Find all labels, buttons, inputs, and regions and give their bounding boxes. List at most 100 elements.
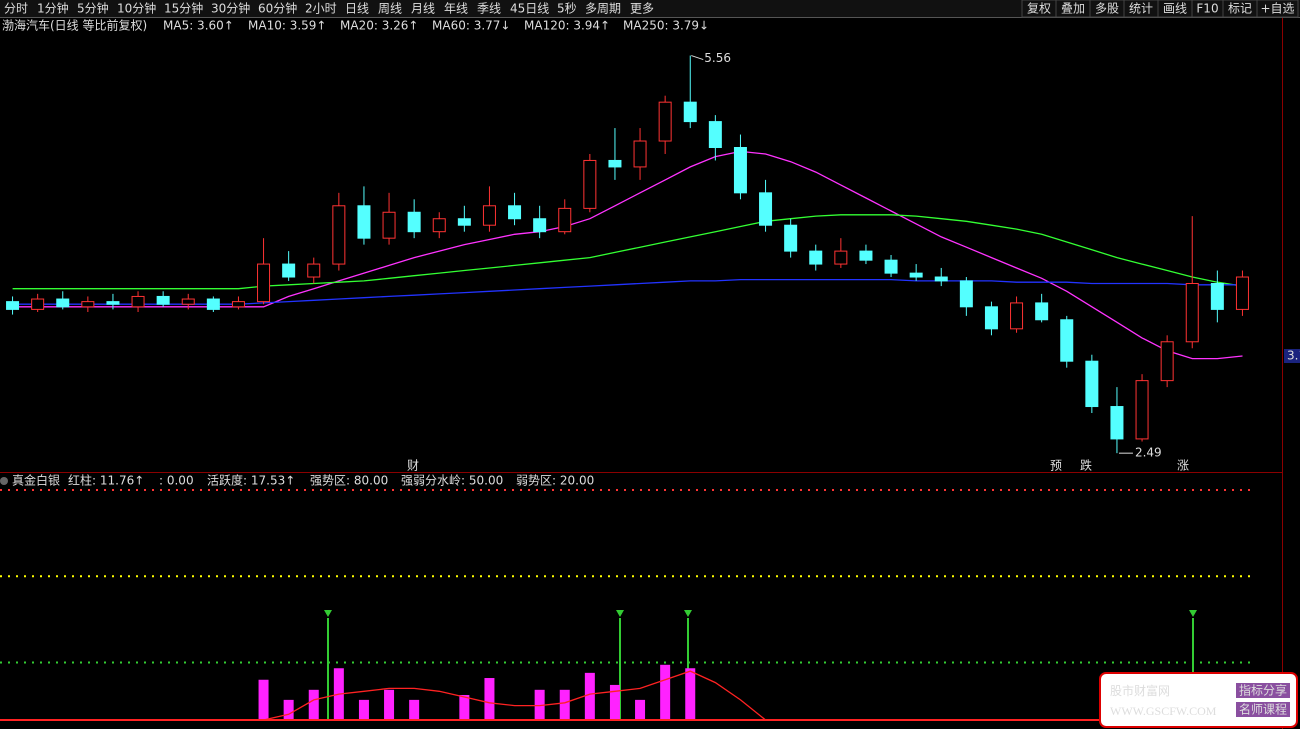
event-marker: 预 — [1050, 459, 1062, 473]
candle-body — [809, 250, 823, 265]
candle-body — [382, 211, 396, 239]
candle-body — [733, 147, 747, 194]
level-legend: 强势区: 80.00 — [310, 474, 388, 488]
period-tab[interactable]: 15分钟 — [164, 1, 203, 16]
logo-tag: 指标分享 — [1239, 683, 1287, 698]
indicator-legend: 红柱: 11.76↑ — [68, 473, 144, 488]
logo-tag-bg — [1236, 683, 1290, 698]
candle-body — [708, 121, 722, 148]
period-tab[interactable]: 60分钟 — [258, 1, 297, 16]
toolbar-button-label[interactable]: 标记 — [1228, 2, 1252, 16]
candle-body — [884, 259, 898, 274]
legend-entry: MA10: 3.59↑ — [248, 19, 326, 33]
legend-entry: MA5: 3.60↑ — [163, 19, 234, 33]
candle-body — [1185, 282, 1199, 343]
legend-entry: MA120: 3.94↑ — [524, 19, 610, 33]
candle-body — [1210, 282, 1224, 310]
indicator-bar — [584, 672, 595, 720]
indicator-bar — [384, 689, 395, 720]
indicator-bar — [635, 699, 646, 720]
candle-body — [533, 218, 547, 233]
candle-body — [1085, 360, 1099, 408]
indicator-icon — [0, 477, 8, 485]
candle-body — [909, 272, 923, 278]
candle-body — [156, 295, 170, 305]
indicator-legend: 活跃度: 17.53↑ — [207, 473, 295, 488]
toolbar-button[interactable] — [1021, 0, 1057, 18]
candle-body — [508, 205, 522, 220]
toolbar-button-label[interactable]: F10 — [1196, 2, 1218, 16]
candle-body — [1060, 319, 1074, 362]
period-tab[interactable]: 45日线 — [510, 2, 549, 16]
indicator-legend: : 0.00 — [159, 474, 194, 488]
candle-body — [282, 263, 296, 278]
period-tab[interactable]: 1分钟 — [37, 1, 69, 16]
period-tab[interactable]: 周线 — [378, 2, 402, 16]
candle-body — [307, 263, 321, 278]
indicator-bar — [609, 684, 620, 720]
indicator-bar — [685, 668, 696, 720]
candle-body — [231, 301, 245, 308]
candle-body — [56, 298, 70, 308]
indicator-bar — [308, 689, 319, 720]
period-tab[interactable]: 季线 — [477, 2, 501, 16]
low-label: 2.49 — [1135, 446, 1162, 460]
toolbar-button-label[interactable]: 统计 — [1129, 2, 1153, 16]
indicator-bar — [258, 679, 269, 720]
candle-body — [181, 298, 195, 305]
event-marker: 涨 — [1177, 458, 1189, 473]
candle-body — [31, 298, 45, 310]
period-tab[interactable]: 年线 — [444, 2, 468, 16]
candle-body — [206, 298, 220, 310]
candle-body — [608, 159, 622, 168]
candle-body — [934, 276, 948, 282]
candle-body — [1135, 380, 1149, 440]
candle-body — [1235, 276, 1249, 310]
period-tab[interactable]: 日线 — [345, 2, 369, 16]
logo-tag-bg — [1236, 702, 1290, 717]
legend-entry: MA250: 3.79↓ — [623, 19, 709, 33]
toolbar-button-label[interactable]: 多股 — [1095, 2, 1119, 16]
candle-body — [658, 101, 672, 142]
period-tab[interactable]: 5分钟 — [77, 1, 109, 16]
candle-body — [784, 224, 798, 252]
candle-body — [457, 218, 471, 226]
toolbar-button-label[interactable]: 画线 — [1163, 2, 1187, 16]
toolbar-button-label[interactable]: 叠加 — [1061, 2, 1085, 16]
candle-body — [6, 301, 20, 310]
event-marker: 财 — [407, 459, 419, 473]
candle-body — [482, 205, 496, 226]
period-tab[interactable]: 月线 — [411, 2, 435, 16]
price-tag-bg — [1284, 349, 1300, 363]
logo-box — [1099, 672, 1298, 728]
toolbar-button-label[interactable]: +自选 — [1260, 2, 1294, 16]
indicator-bar — [484, 678, 495, 720]
indicator-bar — [459, 694, 470, 720]
candle-body — [332, 205, 346, 265]
period-tab[interactable]: 多周期 — [585, 2, 621, 16]
level-legend: 强弱分水岭: 50.00 — [401, 474, 503, 488]
indicator-bar — [534, 689, 545, 720]
candle-body — [1010, 302, 1024, 330]
indicator-bar — [358, 699, 369, 720]
level-legend: 弱势区: 20.00 — [516, 474, 594, 488]
logo-tag: 名师课程 — [1239, 702, 1287, 717]
candle-body — [257, 263, 271, 303]
candle-body — [407, 211, 421, 233]
candle-body — [834, 250, 848, 265]
indicator-bar — [283, 699, 294, 720]
period-tab[interactable]: 30分钟 — [211, 1, 250, 16]
candle-body — [1035, 302, 1049, 321]
period-tab[interactable]: 分时 — [4, 2, 28, 16]
toolbar-button-label[interactable]: 复权 — [1027, 2, 1051, 16]
period-tab[interactable]: 5秒 — [557, 2, 577, 16]
period-tab[interactable]: 更多 — [630, 2, 654, 16]
period-tab[interactable]: 10分钟 — [117, 1, 156, 16]
logo: 股市财富网 WWW.GSCFW.COM 指标分享 名师课程 — [1099, 672, 1298, 728]
candle-body — [558, 207, 572, 233]
candle-body — [959, 280, 973, 308]
period-tab[interactable]: 2小时 — [305, 2, 337, 16]
indicator-bar — [660, 664, 671, 720]
